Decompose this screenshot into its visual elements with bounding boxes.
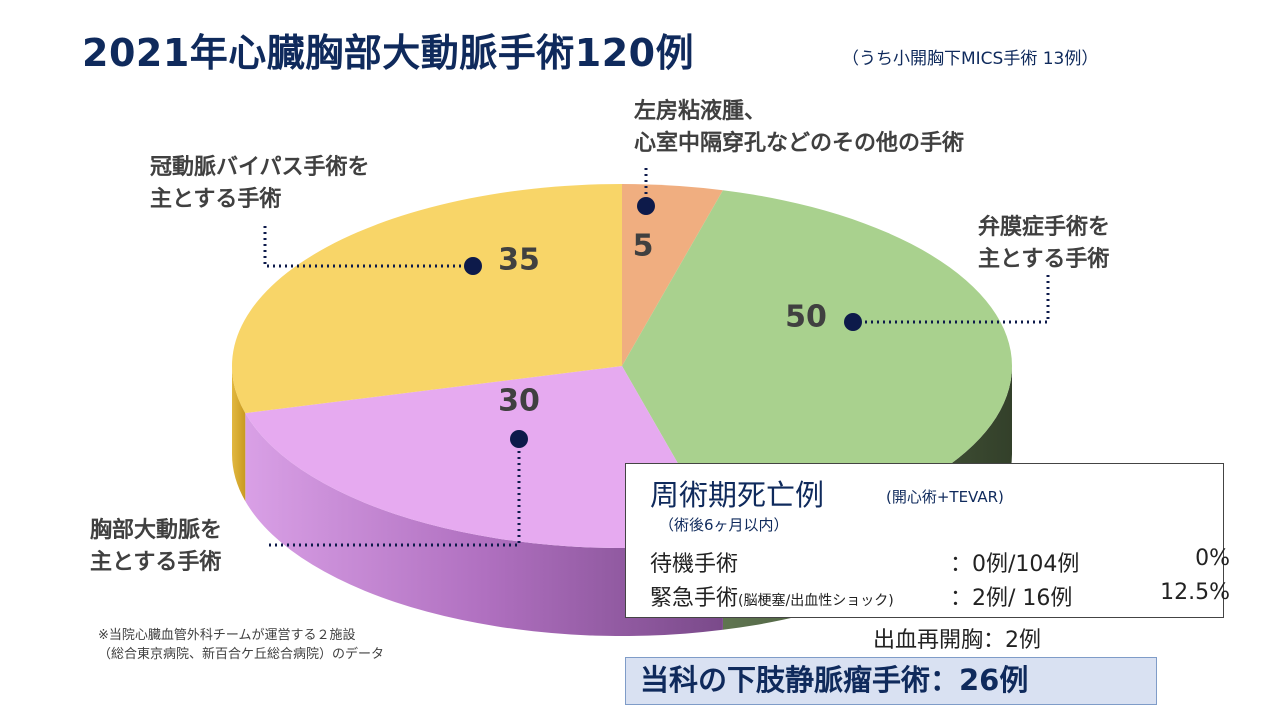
row-rate: 12.5% <box>1160 580 1230 605</box>
row-label: 緊急手術(脳梗塞/出血性ショック) <box>650 586 894 611</box>
bleeding-reopen: 出血再開胸：2例 <box>873 628 1041 653</box>
pie-side-3 <box>231 366 246 502</box>
label-other: 左房粘液腫、 心室中隔穿孔などのその他の手術 <box>634 99 965 156</box>
page-title: 2021年心臓胸部大動脈手術120例 <box>82 31 695 75</box>
pie-slice-0 <box>622 183 723 366</box>
leader-dot-2 <box>510 430 528 448</box>
pie-value-label-1: 50 <box>785 300 827 335</box>
label-aorta: 胸部大動脈を 主とする手術 <box>90 518 223 575</box>
pie-value-label-3: 35 <box>498 243 540 278</box>
pie-slice-1 <box>622 190 1013 542</box>
leader-dot-0 <box>637 197 655 215</box>
row-count: ：0例/104例 <box>950 552 1080 577</box>
page-subtitle: （うち小開胸下MICS手術 13例） <box>842 49 1099 69</box>
footnote: ※当院心臓血管外科チームが運営する２施設 （総合東京病院、新百合ケ丘総合病院）の… <box>98 628 385 662</box>
row-rate: 0% <box>1195 546 1230 571</box>
label-cabg: 冠動脈バイパス手術を 主とする手術 <box>150 155 370 212</box>
varicose-surgery: 当科の下肢静脈瘤手術：26例 <box>625 657 1157 705</box>
pie-value-label-2: 30 <box>498 384 540 419</box>
mortality-box: 周術期死亡例 (開心術+TEVAR) （術後6ヶ月以内） 待機手術 ：0例/10… <box>625 463 1230 618</box>
mortality-period: （術後6ヶ月以内） <box>659 516 789 534</box>
leader-dot-1 <box>844 313 862 331</box>
pie-slice-2 <box>245 366 723 549</box>
mortality-title-sub: (開心術+TEVAR) <box>886 488 1004 506</box>
pie-slice-3 <box>231 184 622 414</box>
pie-value-label-0: 5 <box>633 229 654 264</box>
leader-dot-3 <box>464 257 482 275</box>
pie-side-2 <box>245 413 723 637</box>
row-count: ：2例/ 16例 <box>950 586 1073 611</box>
mortality-title: 周術期死亡例 <box>650 478 825 512</box>
row-label: 待機手術 <box>650 552 739 577</box>
label-valve: 弁膜症手術を 主とする手術 <box>978 215 1111 272</box>
